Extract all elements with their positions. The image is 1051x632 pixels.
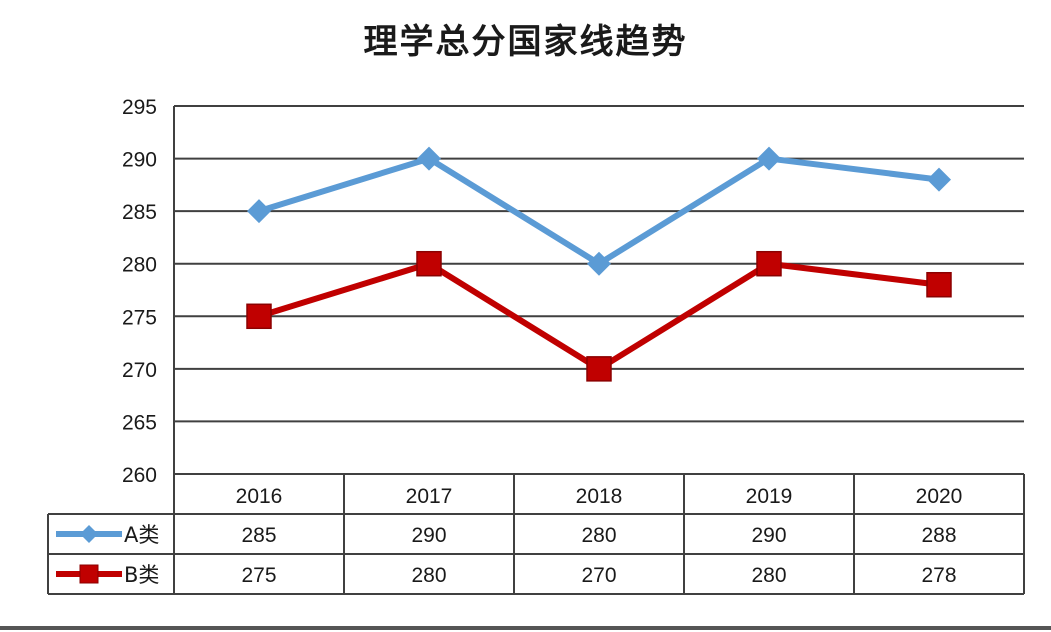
legend-series-name: A类	[124, 523, 159, 547]
data-point-square	[926, 271, 952, 298]
data-point-diamond	[757, 146, 781, 171]
data-point-square	[246, 303, 272, 330]
data-point-diamond	[927, 167, 951, 192]
y-tick-label: 260	[122, 464, 157, 487]
y-tick-label: 270	[122, 359, 157, 382]
series-lines	[246, 146, 952, 382]
data-table-value: 270	[581, 564, 616, 587]
data-table-value: 288	[921, 524, 956, 547]
y-tick-label: 285	[122, 201, 157, 224]
y-tick-label: 265	[122, 411, 157, 434]
y-axis-ticks: 260 265 270 275 280 285 290 295	[122, 96, 157, 487]
bottom-divider	[0, 626, 1051, 630]
grid-lines	[173, 105, 1024, 475]
data-point-diamond	[587, 251, 611, 276]
data-table-value: 278	[921, 564, 956, 587]
legend-series-name: B类	[124, 563, 159, 587]
x-category-label: 2016	[236, 485, 283, 508]
x-category-label: 2019	[746, 485, 793, 508]
data-point-square	[586, 356, 612, 382]
data-table-value: 280	[411, 564, 446, 587]
data-table-value: 290	[411, 524, 446, 547]
y-tick-label: 280	[122, 254, 157, 277]
data-table-value: 275	[241, 564, 276, 587]
data-table: 2016 2017 2018 2019 2020 A类 285 290 280 290 288 B类 2…	[47, 474, 1025, 595]
legend-diamond-marker	[80, 525, 98, 543]
y-tick-label: 295	[122, 96, 157, 119]
y-tick-label: 275	[122, 306, 157, 329]
data-point-square	[756, 250, 782, 277]
y-tick-label: 290	[122, 149, 157, 172]
data-table-value: 280	[751, 564, 786, 587]
data-point-diamond	[247, 199, 271, 224]
data-point-square	[416, 250, 442, 277]
legend-square-marker	[79, 564, 99, 584]
x-category-label: 2018	[576, 485, 623, 508]
x-category-label: 2020	[916, 485, 963, 508]
chart-title: 理学总分国家线趋势	[363, 22, 688, 62]
data-table-value: 290	[751, 524, 786, 547]
x-category-label: 2017	[406, 485, 453, 508]
data-table-value: 285	[241, 524, 276, 547]
data-point-diamond	[417, 146, 441, 171]
data-table-value: 280	[581, 524, 616, 547]
